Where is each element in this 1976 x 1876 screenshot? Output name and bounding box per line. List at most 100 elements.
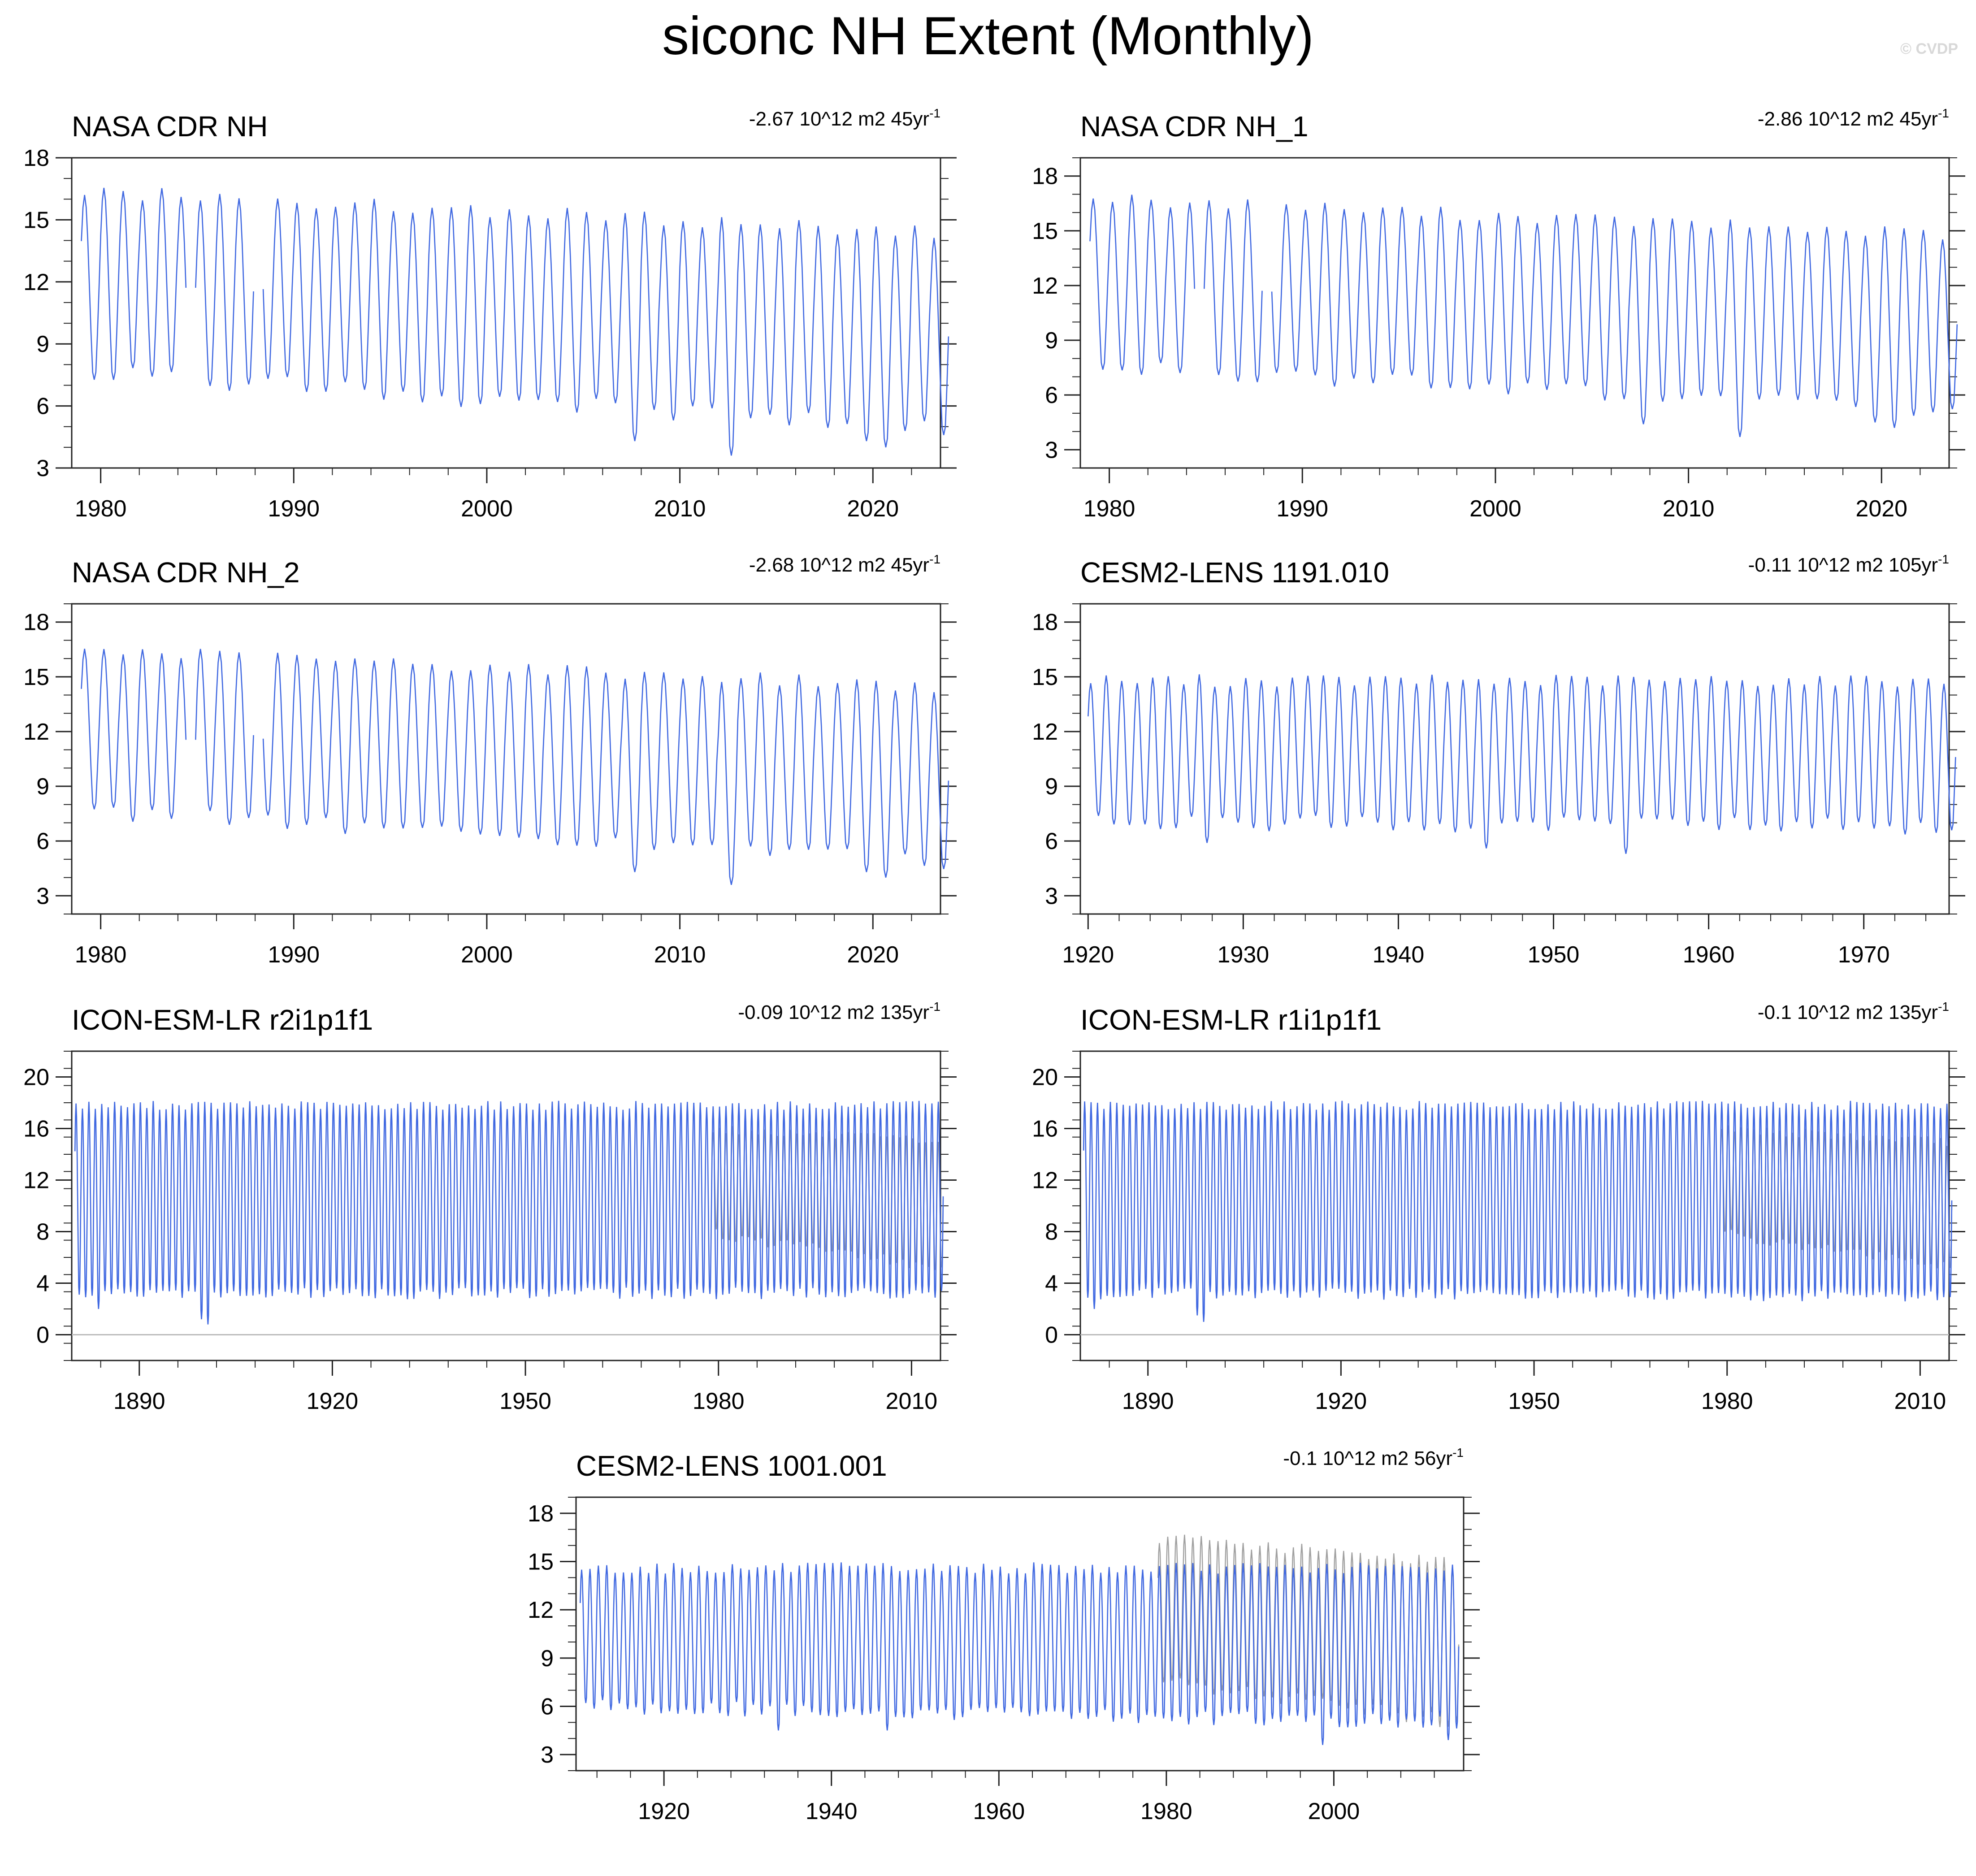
x-tick-label: 2020 (847, 942, 899, 968)
x-tick-label: 2010 (654, 496, 706, 522)
y-tick-label: 4 (36, 1271, 49, 1297)
series-line-nasa-cdr-nh-1 (1089, 195, 1196, 375)
y-tick-label: 18 (1032, 164, 1058, 190)
y-tick-label: 12 (23, 269, 49, 295)
trend-superscript: -1 (929, 552, 940, 566)
y-tick-label: 12 (1032, 1168, 1058, 1194)
y-tick-label: 12 (23, 1168, 49, 1194)
chart-panel-1: NASA CDR NH -2.67 10^12 m2 45yr-1 3 6 9 12 15 1… (23, 106, 957, 522)
x-tick-label: 1980 (75, 942, 127, 968)
chart-panel-6: ICON-ESM-LR r1i1p1f1 -0.1 10^12 m2 135yr-… (1032, 1000, 1965, 1414)
series-line-icon-esm-lr-r1i1p1f1 (1083, 1100, 1953, 1322)
trend-superscript: -1 (1938, 552, 1949, 566)
trend-superscript: -1 (1938, 106, 1949, 120)
y-tick-label: 15 (23, 207, 49, 233)
series-line-cesm2-lens-1001-001 (580, 1562, 1460, 1745)
y-tick-label: 12 (528, 1597, 554, 1623)
x-tick-label: 2000 (461, 496, 513, 522)
series-line-nasa-cdr-nh-1 (1271, 203, 1958, 438)
y-tick-label: 8 (36, 1219, 49, 1245)
y-tick-label: 4 (1045, 1271, 1058, 1297)
page-title: siconc NH Extent (Monthly) (662, 6, 1314, 66)
x-tick-label: 1940 (1373, 942, 1425, 968)
series-line-cesm2-lens-1191-010 (1088, 674, 1956, 854)
x-tick-label: 1990 (1276, 496, 1328, 522)
plot-frame (1079, 603, 1950, 915)
plot-frame (71, 157, 941, 469)
x-tick-label: 1950 (499, 1388, 551, 1414)
y-tick-label: 12 (23, 719, 49, 745)
plot-frame (1079, 157, 1950, 469)
chart-panel-2: NASA CDR NH_1 -2.86 10^12 m2 45yr-1 3 6 9 12 1… (1032, 106, 1965, 522)
y-tick-label: 6 (541, 1694, 554, 1720)
y-tick-label: 18 (23, 610, 49, 636)
y-tick-label: 9 (1045, 774, 1058, 800)
series-line-nasa-cdr-nh (81, 187, 187, 380)
x-tick-label: 1980 (1701, 1388, 1753, 1414)
series-line-nasa-cdr-nh (262, 198, 949, 456)
y-tick-label: 15 (1032, 218, 1058, 244)
y-tick-label: 9 (36, 774, 49, 800)
chart-panel-3: NASA CDR NH_2 -2.68 10^12 m2 45yr-1 3 6 9 12 1… (23, 552, 957, 968)
x-tick-label: 1990 (268, 496, 320, 522)
x-tick-label: 2010 (1894, 1388, 1946, 1414)
trend-label: -0.09 10^12 m2 135yr-1 (738, 1000, 940, 1023)
y-tick-label: 6 (1045, 828, 1058, 854)
y-tick-label: 18 (1032, 610, 1058, 636)
y-tick-label: 16 (1032, 1116, 1058, 1142)
chart-panel-4: CESM2-LENS 1191.010 -0.11 10^12 m2 105yr-… (1032, 552, 1965, 968)
y-tick-label: 3 (36, 455, 49, 481)
trend-label: -2.86 10^12 m2 45yr-1 (1758, 106, 1949, 130)
y-tick-label: 12 (1032, 273, 1058, 299)
trend-label: -0.1 10^12 m2 135yr-1 (1758, 1000, 1949, 1023)
watermark: © CVDP (1900, 40, 1958, 57)
y-tick-label: 18 (528, 1501, 554, 1527)
x-tick-label: 2010 (654, 942, 706, 968)
x-tick-label: 2010 (886, 1388, 938, 1414)
y-tick-label: 0 (36, 1322, 49, 1348)
y-tick-label: 20 (23, 1065, 49, 1091)
plot-frame (575, 1496, 1465, 1772)
x-tick-label: 1980 (693, 1388, 745, 1414)
x-tick-label: 1890 (113, 1388, 165, 1414)
y-tick-label: 15 (23, 664, 49, 690)
x-tick-label: 1950 (1508, 1388, 1560, 1414)
series-line-icon-esm-lr-r2i1p1f1 (74, 1100, 944, 1325)
y-tick-label: 6 (36, 828, 49, 854)
panel-title: NASA CDR NH_2 (72, 556, 300, 589)
trend-superscript: -1 (1452, 1446, 1464, 1460)
y-tick-label: 9 (541, 1646, 554, 1672)
x-tick-label: 1990 (268, 942, 320, 968)
y-tick-label: 3 (36, 883, 49, 909)
series-line-nasa-cdr-nh-2 (262, 653, 949, 885)
x-tick-label: 2020 (1855, 496, 1907, 522)
y-tick-label: 20 (1032, 1065, 1058, 1091)
y-tick-label: 18 (23, 145, 49, 171)
x-tick-label: 1890 (1122, 1388, 1174, 1414)
panel-title: ICON-ESM-LR r2i1p1f1 (72, 1004, 373, 1036)
trend-label: -2.68 10^12 m2 45yr-1 (749, 552, 940, 576)
trend-label: -2.67 10^12 m2 45yr-1 (749, 106, 940, 130)
panel-title: ICON-ESM-LR r1i1p1f1 (1080, 1004, 1382, 1036)
y-tick-label: 15 (1032, 664, 1058, 690)
y-tick-label: 6 (36, 394, 49, 420)
x-tick-label: 1920 (1062, 942, 1114, 968)
y-tick-label: 15 (528, 1549, 554, 1575)
chart-panel-7: CESM2-LENS 1001.001 -0.1 10^12 m2 56yr-1 3… (528, 1446, 1480, 1824)
trend-label: -0.11 10^12 m2 105yr-1 (1748, 552, 1949, 576)
series-line-nasa-cdr-nh-2 (81, 649, 187, 822)
y-tick-label: 3 (541, 1742, 554, 1768)
x-tick-label: 1960 (973, 1798, 1025, 1824)
x-tick-label: 1960 (1683, 942, 1735, 968)
panel-title: CESM2-LENS 1001.001 (576, 1450, 887, 1482)
x-tick-label: 2020 (847, 496, 899, 522)
trend-superscript: -1 (929, 106, 940, 120)
chart-panel-5: ICON-ESM-LR r2i1p1f1 -0.09 10^12 m2 135yr… (23, 1000, 957, 1414)
x-tick-label: 1920 (1315, 1388, 1367, 1414)
x-tick-label: 1980 (1140, 1798, 1192, 1824)
series-line-nasa-cdr-nh-2 (195, 649, 254, 825)
x-tick-label: 2000 (1469, 496, 1521, 522)
x-tick-label: 1950 (1528, 942, 1580, 968)
panel-title: NASA CDR NH_1 (1080, 110, 1309, 143)
